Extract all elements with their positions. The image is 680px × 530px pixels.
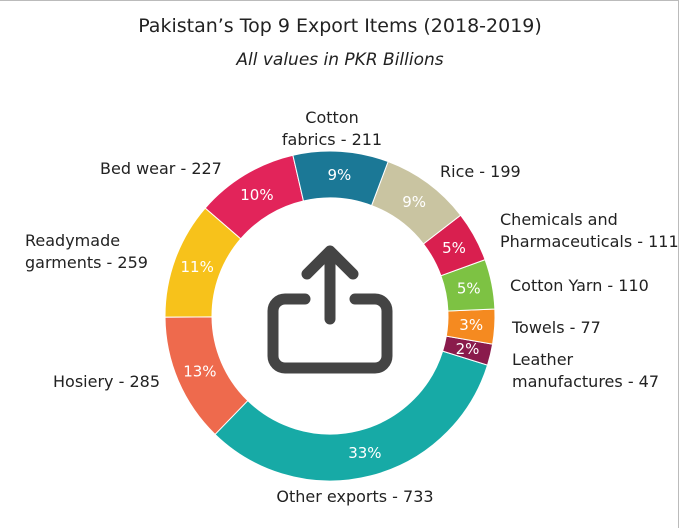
category-label: Rice - 199 xyxy=(440,162,521,181)
donut-slice xyxy=(440,259,496,312)
share-icon xyxy=(267,245,393,374)
percentage-label: 5% xyxy=(442,239,466,257)
donut-slice xyxy=(292,150,389,207)
percentage-label: 5% xyxy=(457,279,481,297)
category-label: Bed wear - 227 xyxy=(100,159,222,178)
category-label: Cotton fabrics - 211 xyxy=(281,108,383,149)
category-label: Other exports - 733 xyxy=(276,487,434,506)
donut-slice xyxy=(214,350,489,482)
donut-slice xyxy=(164,316,249,436)
donut-slice xyxy=(164,207,242,318)
category-label: Towels - 77 xyxy=(512,318,601,337)
percentage-label: 3% xyxy=(459,316,483,334)
percentage-label: 11% xyxy=(181,258,214,276)
category-label: Cotton Yarn - 110 xyxy=(510,276,649,295)
donut-slice xyxy=(442,335,494,366)
donut-slice xyxy=(422,214,486,277)
chart-subtitle: All values in PKR Billions xyxy=(236,50,444,70)
category-label: Hosiery - 285 xyxy=(53,372,160,391)
percentage-label: 9% xyxy=(328,166,352,184)
percentage-label: 2% xyxy=(456,340,480,358)
category-label: Leather manufactures - 47 xyxy=(512,350,660,391)
percentage-label: 13% xyxy=(183,363,216,381)
percentage-label: 33% xyxy=(348,444,381,462)
percentage-label: 10% xyxy=(240,186,273,204)
category-label: Readymade garments - 259 xyxy=(25,231,148,272)
chart-title: Pakistan’s Top 9 Export Items (2018-2019… xyxy=(138,15,542,37)
category-label: Chemicals and Pharmaceuticals - 111 xyxy=(500,210,679,251)
donut-slice xyxy=(445,308,496,345)
donut-slice xyxy=(370,160,462,245)
percentage-label: 9% xyxy=(402,193,426,211)
